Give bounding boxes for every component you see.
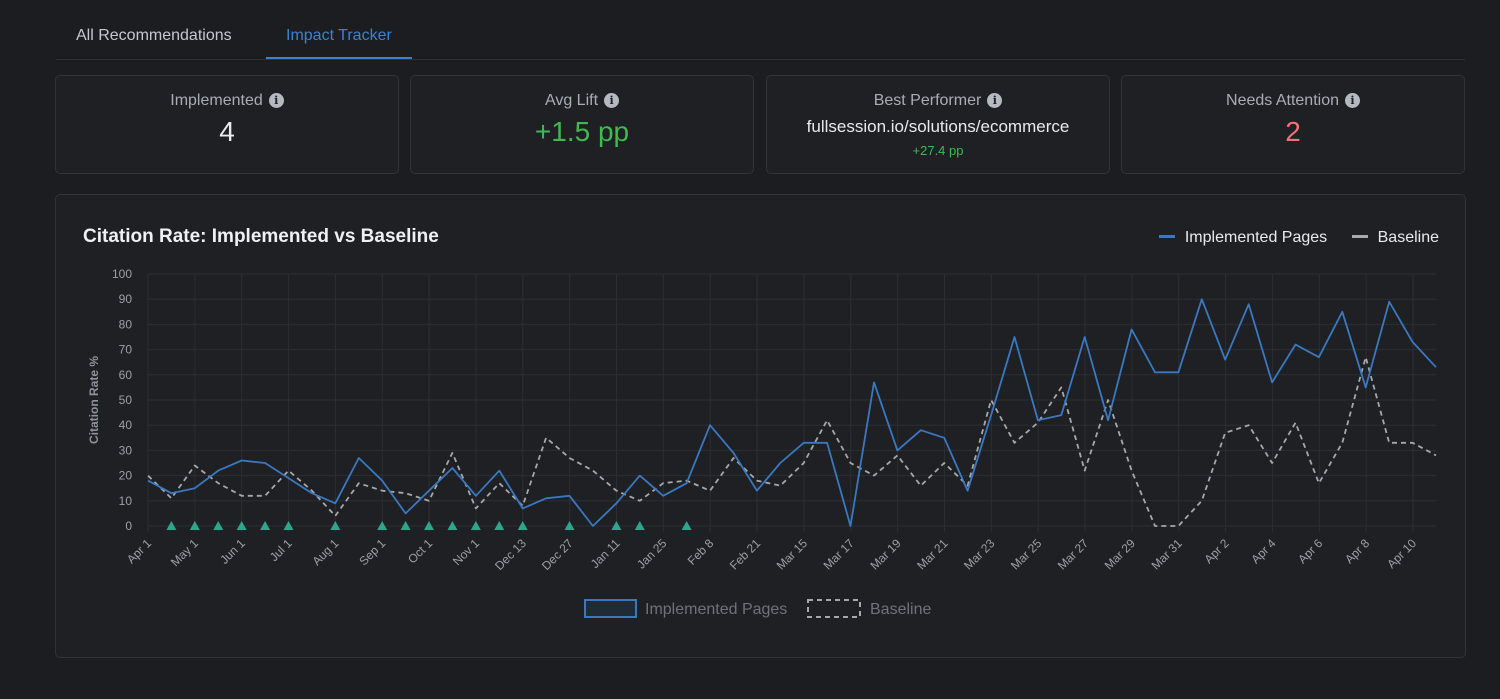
info-icon[interactable]: i: [1344, 93, 1360, 108]
x-tick-label: Jan 25: [634, 536, 670, 572]
implementation-marker: [166, 521, 177, 530]
implementation-marker: [470, 521, 481, 530]
x-tick-label: Mar 23: [961, 536, 998, 573]
implementation-marker: [213, 521, 224, 530]
implementation-marker: [236, 521, 247, 530]
info-icon[interactable]: i: [987, 93, 1003, 108]
x-tick-label: Feb 8: [685, 536, 717, 568]
implementation-marker: [189, 521, 200, 530]
y-axis-title: Citation Rate %: [87, 356, 101, 444]
x-tick-label: Oct 1: [405, 536, 435, 566]
x-tick-label: Dec 13: [492, 536, 529, 573]
legend-baseline-swatch: [1351, 235, 1368, 238]
best-performer-lift: +27.4 pp: [912, 143, 964, 158]
y-tick-label: 80: [119, 317, 133, 331]
tab-impact-tracker[interactable]: Impact Tracker: [266, 18, 412, 59]
y-tick-label: 50: [119, 393, 133, 407]
x-tick-label: Apr 10: [1384, 536, 1419, 571]
best-performer-card: Best Performer i fullsession.io/solutions…: [766, 75, 1110, 174]
legend-baseline-label: Baseline: [1377, 229, 1439, 246]
x-tick-label: Jun 1: [217, 536, 248, 567]
implementation-marker: [634, 521, 645, 530]
y-tick-label: 60: [119, 368, 133, 382]
legend-bottom-baseline-label: Baseline: [870, 601, 931, 618]
implemented-card: Implemented i 4: [55, 75, 399, 174]
implementation-marker: [260, 521, 271, 530]
x-tick-label: Apr 4: [1248, 536, 1278, 566]
y-tick-label: 90: [119, 292, 133, 306]
legend-implemented-label: Implemented Pages: [1184, 229, 1328, 246]
info-icon[interactable]: i: [604, 93, 620, 108]
avg-lift-value: +1.5 pp: [534, 116, 630, 147]
needs-attention-label-row: Needs Attention i: [1122, 91, 1464, 111]
implementation-marker: [377, 521, 388, 530]
avg-lift-label-row: Avg Lift i: [411, 91, 753, 111]
y-tick-label: 0: [125, 519, 132, 533]
x-tick-label: Mar 25: [1008, 536, 1045, 573]
x-tick-label: Apr 1: [124, 536, 154, 566]
implementation-marker: [400, 521, 411, 530]
best-performer-label: Best Performer: [873, 92, 982, 109]
best-performer-url: fullsession.io/solutions/ecommerce: [806, 117, 1070, 136]
best-performer-label-row: Best Performer i: [767, 91, 1109, 111]
implemented-label-row: Implemented i: [56, 91, 398, 111]
x-tick-label: Sep 1: [356, 536, 388, 568]
implementation-marker: [283, 521, 294, 530]
legend-bottom-baseline-swatch: [807, 599, 861, 618]
x-tick-label: Mar 19: [867, 536, 904, 573]
implementation-marker: [681, 521, 692, 530]
x-tick-label: Apr 2: [1202, 536, 1232, 566]
implementation-marker: [330, 521, 341, 530]
x-tick-label: Jul 1: [267, 536, 295, 564]
x-tick-label: Mar 15: [774, 536, 811, 573]
x-tick-label: May 1: [168, 536, 201, 569]
implementation-marker: [564, 521, 575, 530]
x-tick-label: Mar 27: [1055, 536, 1092, 573]
y-tick-label: 70: [119, 343, 133, 357]
x-tick-label: Mar 17: [821, 536, 858, 573]
x-tick-label: Apr 6: [1295, 536, 1325, 566]
x-tick-label: Mar 21: [914, 536, 951, 573]
implementation-marker: [424, 521, 435, 530]
y-tick-label: 40: [119, 418, 133, 432]
x-tick-label: Jan 11: [588, 536, 623, 571]
implemented-label: Implemented: [170, 92, 263, 109]
y-tick-label: 100: [112, 267, 132, 281]
citation-chart-panel: Citation Rate: Implemented vs Baseline I…: [55, 194, 1466, 658]
x-tick-label: Apr 8: [1342, 536, 1372, 566]
chart-title: Citation Rate: Implemented vs Baseline: [83, 226, 439, 247]
legend-implemented-swatch: [1158, 235, 1175, 238]
avg-lift-card: Avg Lift i +1.5 pp: [410, 75, 754, 174]
legend-implemented[interactable]: Implemented Pages: [1158, 229, 1328, 247]
implemented-series-line: [147, 298, 1437, 527]
x-tick-label: Dec 27: [539, 536, 576, 573]
implemented-value: 4: [219, 116, 235, 147]
needs-attention-card: Needs Attention i 2: [1121, 75, 1465, 174]
tab-bar: All Recommendations Impact Tracker: [56, 18, 1465, 60]
needs-attention-label: Needs Attention: [1226, 92, 1339, 109]
y-tick-label: 20: [119, 469, 133, 483]
implementation-marker: [494, 521, 505, 530]
implementation-marker: [611, 521, 622, 530]
baseline-series-line: [147, 356, 1437, 527]
tab-all-recommendations[interactable]: All Recommendations: [76, 27, 232, 44]
x-tick-label: Aug 1: [309, 536, 341, 568]
info-icon[interactable]: i: [268, 93, 284, 108]
y-tick-label: 30: [119, 443, 133, 457]
needs-attention-value: 2: [1285, 116, 1301, 147]
x-tick-label: Mar 29: [1102, 536, 1139, 573]
chart-legend-top: Implemented Pages Baseline: [1139, 229, 1439, 247]
legend-bottom-implemented-swatch: [584, 599, 637, 618]
avg-lift-label: Avg Lift: [544, 92, 599, 109]
implementation-marker: [447, 521, 458, 530]
x-tick-label: Mar 31: [1149, 536, 1186, 573]
y-tick-label: 10: [119, 494, 133, 508]
legend-bottom-implemented-label: Implemented Pages: [645, 601, 787, 618]
legend-baseline[interactable]: Baseline: [1351, 229, 1439, 247]
x-tick-label: Feb 21: [727, 536, 764, 573]
implementation-marker: [517, 521, 528, 530]
x-tick-label: Nov 1: [450, 536, 482, 568]
